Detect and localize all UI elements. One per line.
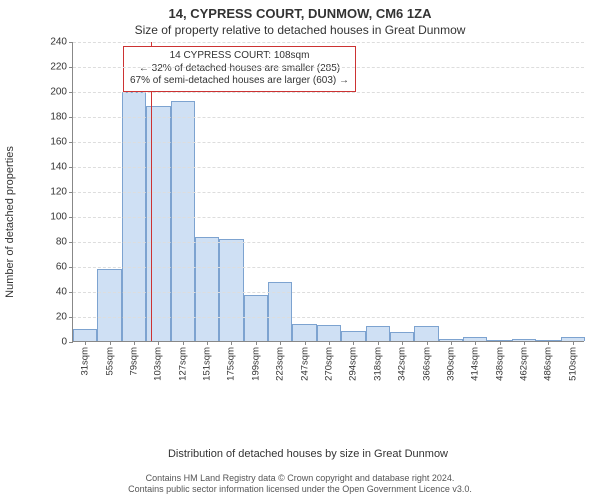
x-tick-mark	[475, 341, 476, 345]
gridline	[73, 67, 584, 68]
x-tick-mark	[402, 341, 403, 345]
x-tick-label: 438sqm	[494, 347, 505, 381]
x-tick-mark	[451, 341, 452, 345]
y-tick-mark	[69, 167, 73, 168]
x-tick-mark	[548, 341, 549, 345]
x-tick-label: 223sqm	[275, 347, 286, 381]
y-tick-mark	[69, 342, 73, 343]
gridline	[73, 292, 584, 293]
x-tick-mark	[231, 341, 232, 345]
gridline	[73, 242, 584, 243]
x-tick-label: 199sqm	[250, 347, 261, 381]
x-tick-label: 318sqm	[372, 347, 383, 381]
x-tick-label: 247sqm	[299, 347, 310, 381]
x-tick-mark	[280, 341, 281, 345]
histogram-bar	[292, 324, 316, 342]
plot-area: 14 CYPRESS COURT: 108sqm← 32% of detache…	[72, 42, 584, 342]
page-subtitle: Size of property relative to detached ho…	[0, 21, 600, 41]
gridline	[73, 42, 584, 43]
x-tick-label: 366sqm	[421, 347, 432, 381]
y-tick-mark	[69, 92, 73, 93]
x-tick-label: 55sqm	[104, 347, 115, 376]
x-tick-label: 151sqm	[202, 347, 213, 381]
annotation-line: 67% of semi-detached houses are larger (…	[130, 75, 349, 88]
x-tick-mark	[110, 341, 111, 345]
y-tick-mark	[69, 292, 73, 293]
x-tick-label: 294sqm	[348, 347, 359, 381]
gridline	[73, 317, 584, 318]
gridline	[73, 92, 584, 93]
y-tick-mark	[69, 192, 73, 193]
x-tick-mark	[134, 341, 135, 345]
x-tick-mark	[524, 341, 525, 345]
histogram-bar	[414, 326, 438, 341]
gridline	[73, 167, 584, 168]
y-tick-mark	[69, 242, 73, 243]
gridline	[73, 217, 584, 218]
y-tick-mark	[69, 142, 73, 143]
x-tick-mark	[353, 341, 354, 345]
x-tick-mark	[427, 341, 428, 345]
x-tick-mark	[378, 341, 379, 345]
y-tick-mark	[69, 117, 73, 118]
footer-line-1: Contains HM Land Registry data © Crown c…	[0, 473, 600, 485]
histogram-bar	[97, 269, 121, 342]
x-tick-label: 462sqm	[519, 347, 530, 381]
x-tick-mark	[256, 341, 257, 345]
x-tick-label: 103sqm	[153, 347, 164, 381]
x-tick-label: 342sqm	[397, 347, 408, 381]
histogram-bar	[317, 325, 341, 341]
annotation-line: ← 32% of detached houses are smaller (28…	[130, 63, 349, 76]
histogram-bar	[73, 329, 97, 342]
annotation-line: 14 CYPRESS COURT: 108sqm	[130, 50, 349, 63]
y-tick-mark	[69, 317, 73, 318]
gridline	[73, 267, 584, 268]
x-tick-label: 414sqm	[470, 347, 481, 381]
y-tick-mark	[69, 217, 73, 218]
x-tick-mark	[305, 341, 306, 345]
histogram-bar	[390, 332, 414, 341]
y-tick-mark	[69, 67, 73, 68]
y-axis-label: Number of detached properties	[4, 146, 16, 298]
x-tick-mark	[85, 341, 86, 345]
x-tick-mark	[500, 341, 501, 345]
chart-container: Number of detached properties 14 CYPRESS…	[28, 42, 588, 402]
x-tick-label: 79sqm	[128, 347, 139, 376]
footer: Contains HM Land Registry data © Crown c…	[0, 473, 600, 496]
histogram-bar	[341, 331, 365, 341]
y-tick-mark	[69, 267, 73, 268]
y-tick-mark	[69, 42, 73, 43]
x-tick-label: 270sqm	[324, 347, 335, 381]
footer-line-2: Contains public sector information licen…	[0, 484, 600, 496]
x-tick-label: 510sqm	[567, 347, 578, 381]
histogram-bar	[195, 237, 219, 341]
x-tick-label: 175sqm	[226, 347, 237, 381]
x-tick-mark	[207, 341, 208, 345]
page-title: 14, CYPRESS COURT, DUNMOW, CM6 1ZA	[0, 0, 600, 21]
x-tick-mark	[329, 341, 330, 345]
x-tick-label: 31sqm	[80, 347, 91, 376]
x-tick-label: 127sqm	[177, 347, 188, 381]
x-tick-mark	[573, 341, 574, 345]
annotation-box: 14 CYPRESS COURT: 108sqm← 32% of detache…	[123, 46, 356, 92]
x-tick-label: 390sqm	[445, 347, 456, 381]
histogram-bar	[171, 101, 195, 341]
histogram-bar	[219, 239, 243, 342]
x-tick-mark	[183, 341, 184, 345]
gridline	[73, 142, 584, 143]
gridline	[73, 117, 584, 118]
x-axis-title: Distribution of detached houses by size …	[28, 448, 588, 460]
x-tick-mark	[158, 341, 159, 345]
gridline	[73, 192, 584, 193]
histogram-bar	[366, 326, 390, 341]
x-tick-label: 486sqm	[543, 347, 554, 381]
